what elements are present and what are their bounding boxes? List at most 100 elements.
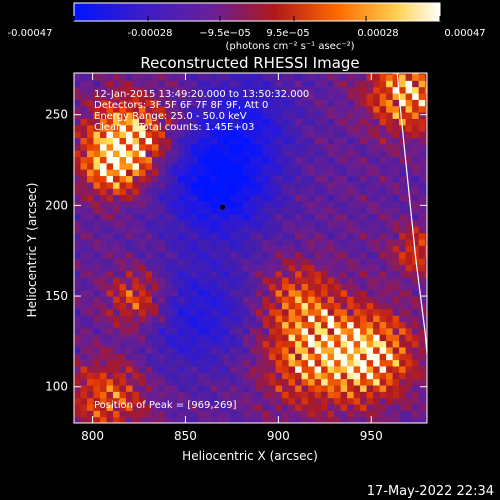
- heatmap-cell: [106, 283, 114, 291]
- heatmap-cell: [340, 251, 348, 259]
- heatmap-cell: [152, 384, 160, 392]
- heatmap-cell: [347, 410, 355, 418]
- heatmap-cell: [197, 245, 205, 253]
- heatmap-cell: [191, 378, 199, 386]
- heatmap-cell: [217, 346, 225, 354]
- heatmap-cell: [152, 238, 160, 246]
- heatmap-cell: [392, 86, 400, 94]
- heatmap-cell: [152, 86, 160, 94]
- heatmap-cell: [386, 372, 394, 380]
- heatmap-cell: [80, 302, 88, 310]
- heatmap-cell: [392, 207, 400, 215]
- heatmap-cell: [353, 353, 361, 361]
- heatmap-cell: [412, 372, 420, 380]
- heatmap-cell: [392, 105, 400, 113]
- heatmap-cell: [87, 169, 95, 177]
- heatmap-cell: [418, 143, 426, 151]
- heatmap-cell: [321, 416, 329, 423]
- heatmap-cell: [87, 73, 95, 81]
- heatmap-cell: [106, 194, 114, 202]
- heatmap-cell: [93, 251, 101, 259]
- heatmap-cell: [347, 181, 355, 189]
- heatmap-cell: [282, 169, 290, 177]
- heatmap-cell: [340, 194, 348, 202]
- heatmap-cell: [132, 137, 140, 145]
- heatmap-cell: [366, 219, 374, 227]
- heatmap-cell: [74, 213, 82, 221]
- heatmap-cell: [347, 188, 355, 196]
- heatmap-cell: [145, 175, 153, 183]
- heatmap-cell: [132, 131, 140, 138]
- heatmap-cell: [119, 188, 127, 196]
- heatmap-cell: [418, 277, 426, 284]
- heatmap-cell: [373, 384, 381, 392]
- heatmap-cell: [100, 137, 108, 145]
- heatmap-cell: [74, 372, 82, 380]
- heatmap-cell: [236, 238, 244, 246]
- heatmap-cell: [295, 346, 303, 354]
- heatmap-cell: [288, 124, 296, 132]
- heatmap-cell: [418, 257, 426, 265]
- heatmap-cell: [171, 270, 179, 278]
- heatmap-cell: [301, 207, 309, 215]
- heatmap-cell: [308, 143, 316, 151]
- heatmap-cell: [425, 257, 427, 265]
- heatmap-cell: [217, 238, 225, 246]
- heatmap-cell: [113, 175, 121, 183]
- heatmap-cell: [314, 289, 322, 297]
- heatmap-cell: [256, 238, 264, 246]
- heatmap-cell: [87, 118, 95, 126]
- heatmap-cell: [405, 397, 413, 405]
- heatmap-cell: [269, 359, 277, 367]
- heatmap-cell: [399, 80, 407, 88]
- heatmap-cell: [379, 327, 387, 335]
- heatmap-cell: [399, 346, 407, 354]
- heatmap-cell: [392, 340, 400, 348]
- heatmap-cell: [106, 334, 114, 342]
- heatmap-cell: [412, 346, 420, 354]
- heatmap-cell: [334, 397, 342, 405]
- heatmap-cell: [301, 162, 309, 170]
- heatmap-cell: [210, 131, 218, 138]
- heatmap-cell: [308, 150, 316, 158]
- heatmap-cell: [113, 213, 121, 221]
- heatmap-cell: [236, 181, 244, 189]
- heatmap-cell: [262, 188, 270, 196]
- colorbar-tick-label: -0.00028: [128, 28, 173, 39]
- heatmap-cell: [262, 156, 270, 164]
- heatmap-cell: [139, 86, 147, 94]
- heatmap-cell: [230, 264, 238, 272]
- heatmap-cell: [145, 105, 153, 113]
- heatmap-cell: [288, 226, 296, 234]
- heatmap-cell: [399, 181, 407, 189]
- heatmap-cell: [171, 232, 179, 240]
- heatmap-cell: [236, 365, 244, 373]
- heatmap-cell: [314, 200, 322, 208]
- heatmap-cell: [392, 200, 400, 208]
- heatmap-cell: [412, 175, 420, 183]
- heatmap-cell: [171, 403, 179, 411]
- heatmap-cell: [405, 257, 413, 265]
- heatmap-cell: [236, 302, 244, 310]
- heatmap-cell: [425, 232, 427, 240]
- heatmap-cell: [308, 207, 316, 215]
- heatmap-cell: [256, 226, 264, 234]
- heatmap-cell: [139, 111, 147, 119]
- heatmap-cell: [301, 302, 309, 310]
- heatmap-cell: [308, 302, 316, 310]
- heatmap-cell: [425, 118, 427, 126]
- heatmap-cell: [171, 397, 179, 405]
- heatmap-cell: [425, 162, 427, 170]
- heatmap-cell: [334, 175, 342, 183]
- heatmap-cell: [386, 277, 394, 284]
- heatmap-cell: [347, 289, 355, 297]
- heatmap-cell: [93, 238, 101, 246]
- heatmap-cell: [327, 111, 335, 119]
- heatmap-cell: [223, 213, 231, 221]
- heatmap-cell: [171, 162, 179, 170]
- heatmap-cell: [80, 334, 88, 342]
- heatmap-cell: [178, 207, 186, 215]
- heatmap-cell: [288, 296, 296, 304]
- heatmap-cell: [269, 308, 277, 316]
- heatmap-cell: [353, 403, 361, 411]
